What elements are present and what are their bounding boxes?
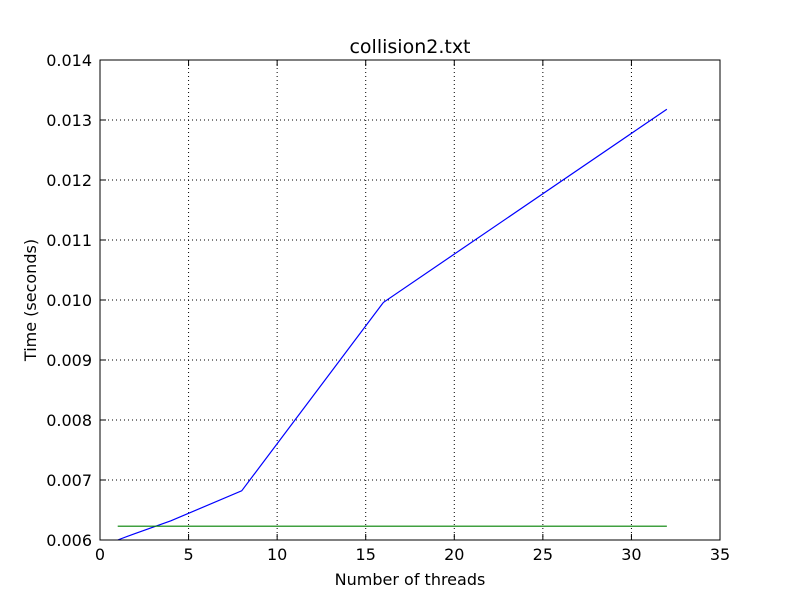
x-tick-label: 25 <box>533 545 553 564</box>
x-tick-label: 35 <box>710 545 730 564</box>
y-tick-label: 0.006 <box>46 531 92 550</box>
x-tick-label: 10 <box>267 545 287 564</box>
data-series <box>117 108 668 541</box>
y-tick-label: 0.007 <box>46 471 92 490</box>
x-tick-label: 5 <box>183 545 193 564</box>
y-tick-label: 0.013 <box>46 111 92 130</box>
y-tick-label: 0.009 <box>46 351 92 370</box>
y-tick-label: 0.012 <box>46 171 92 190</box>
y-axis-label: Time (seconds) <box>21 239 40 362</box>
x-tick-label: 30 <box>621 545 641 564</box>
y-tick-label: 0.008 <box>46 411 92 430</box>
x-tick-label: 0 <box>95 545 105 564</box>
y-tick-label: 0.010 <box>46 291 92 310</box>
chart-title: collision2.txt <box>349 36 470 58</box>
y-tick-label: 0.011 <box>46 231 92 250</box>
x-axis-label: Number of threads <box>335 570 486 589</box>
x-tick-label: 20 <box>444 545 464 564</box>
x-tick-label: 15 <box>356 545 376 564</box>
axis-ticks: 0 5 10 15 20 25 30 35 0.006 0.007 0.008 0.009 0.010 0… <box>46 51 730 564</box>
series-line-1 <box>117 108 668 541</box>
y-tick-label: 0.014 <box>46 51 92 70</box>
grid-lines <box>100 60 720 540</box>
